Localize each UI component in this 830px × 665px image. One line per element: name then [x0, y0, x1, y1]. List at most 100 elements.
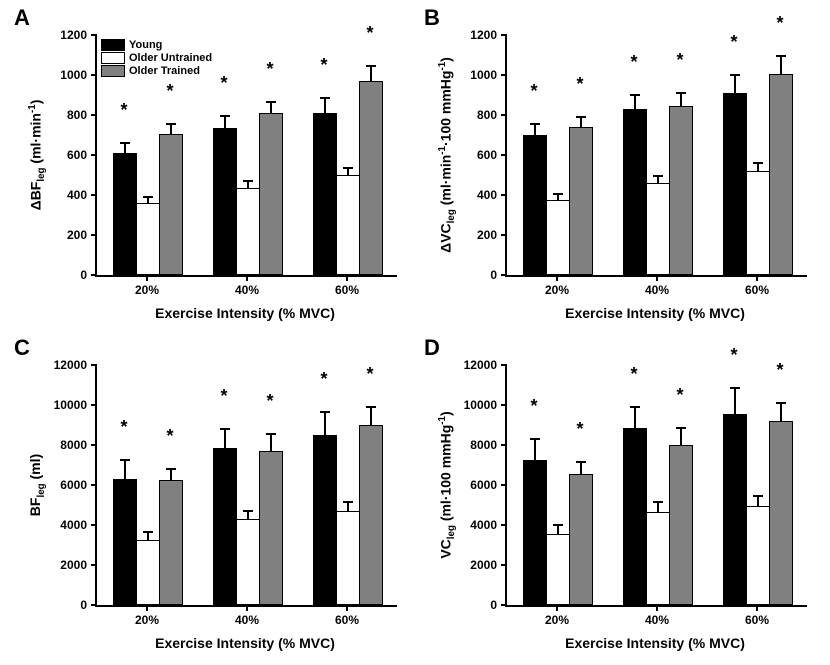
y-tick-label: 10000 [464, 398, 507, 412]
error-cap [630, 406, 640, 408]
error-cap [553, 524, 563, 526]
significance-star: * [320, 369, 327, 390]
error-bar [534, 439, 536, 461]
error-cap [366, 65, 376, 67]
error-bar [170, 124, 172, 135]
bar-young [523, 135, 547, 275]
x-tick [146, 605, 148, 611]
error-bar [124, 460, 126, 480]
panel-letter: B [424, 5, 440, 31]
x-tick-label: 20% [135, 283, 159, 297]
error-bar [680, 428, 682, 446]
y-tick-label: 4000 [470, 518, 507, 532]
y-tick-label: 0 [490, 268, 507, 282]
error-bar [780, 56, 782, 75]
x-tick [556, 275, 558, 281]
significance-star: * [366, 364, 373, 385]
x-axis-label: Exercise Intensity (% MVC) [565, 305, 745, 321]
legend-swatch [101, 65, 125, 77]
error-bar [247, 511, 249, 520]
y-tick-label: 400 [477, 188, 507, 202]
error-bar [680, 93, 682, 107]
significance-star: * [676, 385, 683, 406]
error-bar [247, 181, 249, 189]
legend-label: Older Trained [129, 65, 200, 77]
error-bar [757, 496, 759, 507]
error-bar [324, 98, 326, 114]
x-tick-label: 20% [135, 613, 159, 627]
legend-swatch [101, 39, 125, 51]
y-axis-label: BFleg (ml) [27, 454, 47, 516]
bar-young [313, 113, 337, 275]
significance-star: * [166, 426, 173, 447]
error-cap [343, 167, 353, 169]
significance-star: * [576, 74, 583, 95]
legend-label: Older Untrained [129, 52, 212, 64]
error-bar [147, 197, 149, 204]
x-axis-label: Exercise Intensity (% MVC) [155, 635, 335, 651]
significance-star: * [266, 59, 273, 80]
bar-young [623, 109, 647, 275]
error-cap [776, 402, 786, 404]
error-cap [120, 459, 130, 461]
x-axis-label: Exercise Intensity (% MVC) [155, 305, 335, 321]
bar-untrained [236, 188, 260, 275]
bar-young [623, 428, 647, 605]
significance-star: * [320, 55, 327, 76]
x-tick [146, 275, 148, 281]
y-tick-label: 12000 [54, 358, 97, 372]
error-cap [676, 92, 686, 94]
bar-trained [359, 425, 383, 605]
significance-star: * [630, 364, 637, 385]
bar-young [113, 153, 137, 275]
panel-letter: C [14, 335, 30, 361]
bars-container: ****** [507, 365, 807, 605]
error-cap [343, 501, 353, 503]
error-cap [753, 162, 763, 164]
bars-container: ****** [97, 365, 397, 605]
error-cap [243, 510, 253, 512]
significance-star: * [220, 73, 227, 94]
x-tick-label: 20% [545, 613, 569, 627]
error-bar [124, 143, 126, 154]
y-axis-label: ΔVCleg (ml·min-1·100 mmHg-1) [437, 57, 457, 253]
x-tick-label: 40% [235, 283, 259, 297]
x-tick [556, 605, 558, 611]
error-cap [320, 411, 330, 413]
error-cap [266, 101, 276, 103]
y-tick-label: 200 [67, 228, 97, 242]
error-bar [170, 469, 172, 481]
bar-young [723, 414, 747, 605]
legend: YoungOlder UntrainedOlder Trained [101, 39, 212, 78]
error-bar [370, 66, 372, 82]
error-bar [224, 429, 226, 449]
bar-trained [669, 106, 693, 275]
panel-letter: D [424, 335, 440, 361]
x-tick [346, 605, 348, 611]
x-tick-label: 60% [745, 613, 769, 627]
x-tick-label: 60% [335, 613, 359, 627]
bar-untrained [546, 534, 570, 605]
bar-untrained [336, 511, 360, 605]
bar-untrained [646, 183, 670, 275]
error-bar [634, 407, 636, 429]
bar-young [213, 448, 237, 605]
bar-trained [569, 474, 593, 605]
error-bar [147, 532, 149, 541]
x-tick [756, 605, 758, 611]
y-tick-label: 8000 [60, 438, 97, 452]
error-bar [324, 412, 326, 436]
bar-untrained [236, 519, 260, 605]
error-cap [220, 428, 230, 430]
bar-trained [359, 81, 383, 275]
error-cap [630, 94, 640, 96]
bar-untrained [136, 540, 160, 605]
error-bar [634, 95, 636, 110]
significance-star: * [366, 23, 373, 44]
bar-young [213, 128, 237, 275]
panel-A: A020040060080010001200******20%40%60%ΔBF… [10, 5, 410, 330]
y-tick-label: 12000 [464, 358, 507, 372]
significance-star: * [730, 345, 737, 366]
y-axis-label: VCleg (ml·100 mmHg-1) [437, 411, 457, 558]
x-tick-label: 40% [235, 613, 259, 627]
